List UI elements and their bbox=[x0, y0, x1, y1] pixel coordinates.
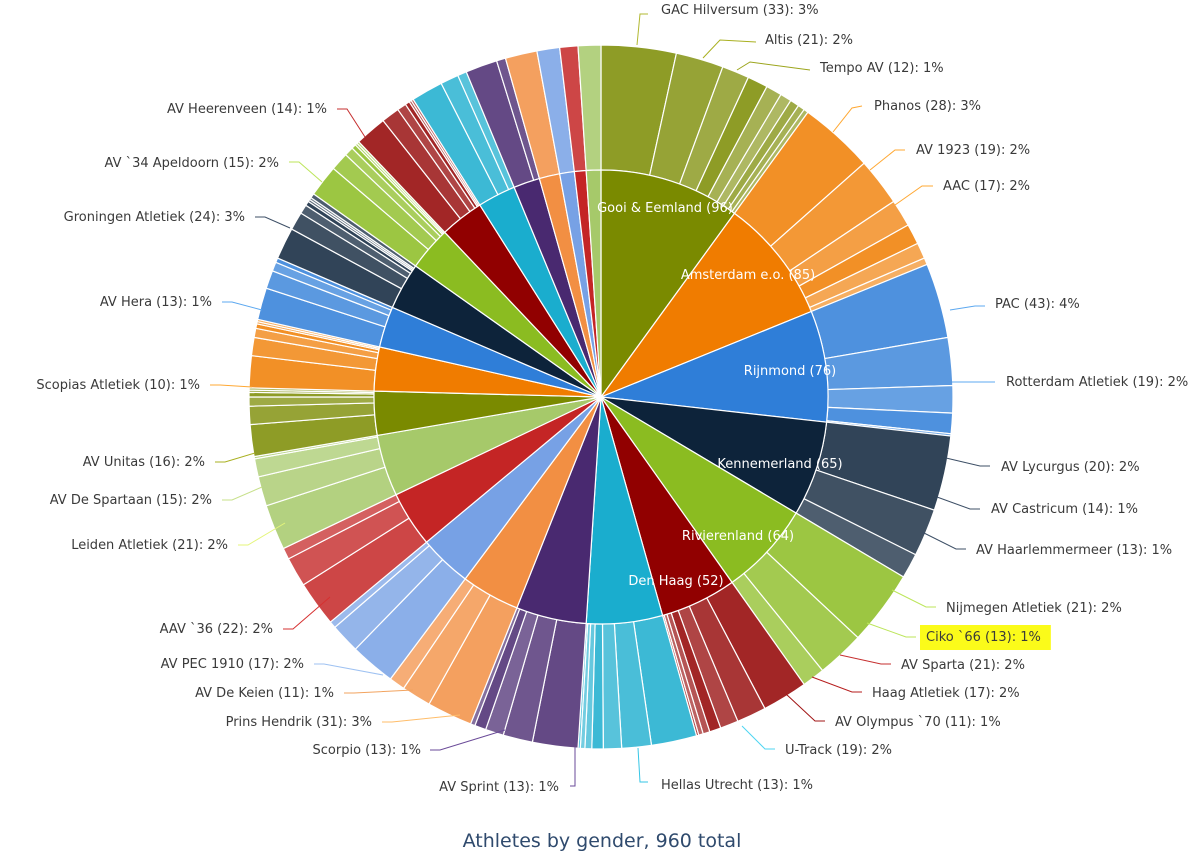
connector-av-34-apeldoorn-15-2 bbox=[289, 161, 323, 183]
outer-label-u-track-19-2: U-Track (19): 2% bbox=[785, 743, 892, 758]
connector-gac-hilversum-33-3 bbox=[636, 13, 648, 46]
label-connectors bbox=[210, 13, 995, 787]
inner-slice-rijnmond[interactable] bbox=[600, 310, 829, 423]
outer-label-av-lycurgus-20-2: AV Lycurgus (20): 2% bbox=[1001, 460, 1140, 475]
connector-av-pec-1910-17-2 bbox=[314, 663, 384, 676]
inner-ring bbox=[373, 169, 829, 625]
connector-av-lycurgus-20-2 bbox=[945, 457, 990, 467]
connector-prins-hendrik-31-3 bbox=[382, 714, 461, 723]
outer-label-av-sprint-13-1: AV Sprint (13): 1% bbox=[439, 780, 559, 795]
connector-phanos-28-3 bbox=[832, 105, 863, 133]
connector-groningen-atletiek-24-3 bbox=[255, 216, 291, 229]
inner-label-den-haag-52: Den Haag (52) bbox=[628, 574, 723, 589]
inner-label-amsterdam-e-o-85: Amsterdam e.o. (85) bbox=[681, 268, 815, 283]
inner-slice-gooi-eemland[interactable] bbox=[600, 169, 736, 399]
inner-ring-labels: Gooi & Eemland (96) Amsterdam e.o. (85) Ri… bbox=[597, 201, 843, 589]
outer-label-av-sparta-21-2: AV Sparta (21): 2% bbox=[901, 658, 1025, 673]
outer-label-hellas-utrecht-13-1: Hellas Utrecht (13): 1% bbox=[661, 778, 813, 793]
connector-aac-17-2 bbox=[894, 185, 933, 206]
outer-label-av-1923-19-2: AV 1923 (19): 2% bbox=[916, 143, 1030, 158]
connector-av-de-keien-11-1 bbox=[344, 689, 414, 694]
connector-aav-36-22-2 bbox=[283, 596, 331, 630]
connector-pac-43-4 bbox=[949, 305, 985, 311]
outer-label-groningen-atletiek-24-3: Groningen Atletiek (24): 3% bbox=[64, 210, 245, 225]
connector-u-track-19-2 bbox=[741, 725, 775, 750]
outer-label-aac-17-2: AAC (17): 2% bbox=[943, 179, 1030, 194]
connector-altis-21-2 bbox=[702, 39, 757, 59]
outer-label-pac-43-4: PAC (43): 4% bbox=[995, 297, 1080, 312]
connector-haag-atletiek-17-2 bbox=[811, 676, 862, 693]
outer-label-phanos-28-3: Phanos (28): 3% bbox=[874, 99, 981, 114]
inner-label-kennemerland-65: Kennemerland (65) bbox=[717, 457, 842, 472]
outer-label-av-pec-1910-17-2: AV PEC 1910 (17): 2% bbox=[161, 657, 304, 672]
outer-label-tempo-av-12-1: Tempo AV (12): 1% bbox=[819, 61, 944, 76]
outer-label-av-olympus-70-11-1: AV Olympus `70 (11): 1% bbox=[835, 715, 1001, 730]
outer-label-aav-36-22-2: AAV `36 (22): 2% bbox=[160, 622, 273, 637]
connector-av-1923-19-2 bbox=[869, 149, 905, 171]
connector-tempo-av-12-1 bbox=[736, 61, 811, 71]
connector-av-hera-13-1 bbox=[222, 301, 263, 311]
outer-label-scorpio-13-1: Scorpio (13): 1% bbox=[313, 743, 421, 758]
outer-label-gac-hilversum-33-3: GAC Hilversum (33): 3% bbox=[661, 3, 819, 18]
outer-label-nijmegen-atletiek-21-2: Nijmegen Atletiek (21): 2% bbox=[946, 601, 1122, 616]
connector-leiden-atletiek-21-2 bbox=[238, 522, 286, 546]
outer-label-av-castricum-14-1: AV Castricum (14): 1% bbox=[991, 502, 1138, 517]
connector-av-sparta-21-2 bbox=[839, 654, 891, 665]
outer-label-av-de-spartaan-15-2: AV De Spartaan (15): 2% bbox=[50, 493, 212, 508]
outer-label-av-unitas-16-2: AV Unitas (16): 2% bbox=[83, 455, 205, 470]
inner-label-rijnmond-76: Rijnmond (76) bbox=[744, 364, 836, 379]
inner-label-rivierenland-64: Rivierenland (64) bbox=[682, 529, 794, 544]
connector-av-unitas-16-2 bbox=[215, 452, 256, 463]
connector-av-haarlemmermeer-13-1 bbox=[921, 531, 966, 550]
outer-label-haag-atletiek-17-2: Haag Atletiek (17): 2% bbox=[872, 686, 1020, 701]
connector-av-olympus-70-11-1 bbox=[785, 693, 825, 722]
connector-hellas-utrecht-13-1 bbox=[637, 747, 648, 783]
outer-label-av-hera-13-1: AV Hera (13): 1% bbox=[100, 295, 212, 310]
outer-label-av-heerenveen-14-1: AV Heerenveen (14): 1% bbox=[167, 102, 327, 117]
connector-av-heerenveen-14-1 bbox=[337, 108, 366, 138]
highlight-marker bbox=[920, 625, 1051, 650]
connector-nijmegen-atletiek-21-2 bbox=[891, 589, 936, 608]
outer-label-ciko-66-13-1: Ciko `66 (13): 1% bbox=[926, 630, 1041, 645]
outer-label-av-haarlemmermeer-13-1: AV Haarlemmermeer (13): 1% bbox=[976, 543, 1172, 558]
connector-scorpio-13-1 bbox=[430, 729, 506, 751]
connector-av-de-spartaan-15-2 bbox=[222, 486, 263, 501]
inner-slice-amsterdam-e-o[interactable] bbox=[599, 212, 813, 399]
outer-label-av-de-keien-11-1: AV De Keien (11): 1% bbox=[195, 686, 334, 701]
outer-label-altis-21-2: Altis (21): 2% bbox=[765, 33, 853, 48]
inner-label-gooi-eemland-96: Gooi & Eemland (96) bbox=[597, 201, 733, 216]
chart-title: Athletes by gender, 960 total bbox=[462, 830, 742, 852]
outer-label-scopias-atletiek-10-1: Scopias Atletiek (10): 1% bbox=[36, 378, 200, 393]
outer-ring-labels: GAC Hilversum (33): 3% Altis (21): 2% Temp… bbox=[36, 3, 1188, 795]
connector-av-sprint-13-1 bbox=[570, 747, 576, 787]
outer-label-rotterdam-atletiek-19-2: Rotterdam Atletiek (19): 2% bbox=[1006, 375, 1188, 390]
outer-label-prins-hendrik-31-3: Prins Hendrik (31): 3% bbox=[226, 715, 372, 730]
connector-ciko-66-13-1 bbox=[866, 622, 916, 638]
outer-label-av-34-apeldoorn-15-2: AV `34 Apeldoorn (15): 2% bbox=[105, 156, 279, 171]
connector-av-castricum-14-1 bbox=[936, 496, 980, 510]
inner-slice-other-group[interactable] bbox=[585, 169, 602, 398]
outer-label-leiden-atletiek-21-2: Leiden Atletiek (21): 2% bbox=[71, 538, 228, 553]
connector-scopias-atletiek-10-1 bbox=[210, 384, 253, 388]
